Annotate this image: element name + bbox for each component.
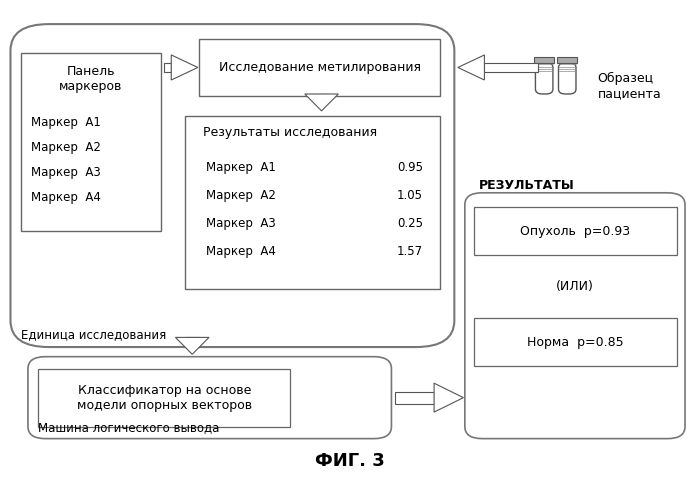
Text: Результаты исследования: Результаты исследования xyxy=(203,126,377,139)
Text: Маркер  А1: Маркер А1 xyxy=(31,116,101,129)
Text: Единица исследования: Единица исследования xyxy=(21,328,166,341)
FancyBboxPatch shape xyxy=(199,39,440,96)
FancyBboxPatch shape xyxy=(28,357,391,439)
FancyBboxPatch shape xyxy=(559,63,576,94)
Text: Машина логического вывода: Машина логического вывода xyxy=(38,421,219,434)
Polygon shape xyxy=(171,55,198,80)
FancyBboxPatch shape xyxy=(10,24,454,347)
Text: Исследование метилирования: Исследование метилирования xyxy=(219,61,421,74)
Text: Маркер  А2: Маркер А2 xyxy=(31,141,101,154)
Polygon shape xyxy=(458,55,484,80)
Text: ФИГ. 3: ФИГ. 3 xyxy=(315,452,384,470)
FancyBboxPatch shape xyxy=(465,193,685,439)
Text: Опухоль  р=0.93: Опухоль р=0.93 xyxy=(520,225,630,238)
Bar xyxy=(484,63,538,72)
FancyBboxPatch shape xyxy=(21,53,161,231)
Text: 1.57: 1.57 xyxy=(397,245,423,258)
Bar xyxy=(395,391,434,404)
Text: Маркер  А1: Маркер А1 xyxy=(206,161,276,174)
Text: 0.25: 0.25 xyxy=(397,217,423,230)
Text: Норма  р=0.85: Норма р=0.85 xyxy=(527,336,624,348)
Bar xyxy=(186,337,199,347)
Text: Маркер  А2: Маркер А2 xyxy=(206,189,276,202)
Text: Маркер  А3: Маркер А3 xyxy=(206,217,276,230)
Bar xyxy=(534,57,554,63)
Text: 0.95: 0.95 xyxy=(397,161,423,174)
Bar xyxy=(164,63,171,72)
Bar xyxy=(557,57,577,63)
Text: Образец
пациента: Образец пациента xyxy=(598,72,661,100)
Text: Панель
маркеров: Панель маркеров xyxy=(59,65,122,93)
Text: (ИЛИ): (ИЛИ) xyxy=(556,281,593,293)
Polygon shape xyxy=(175,337,209,354)
Text: Маркер  А3: Маркер А3 xyxy=(31,166,101,179)
Text: Классификатор на основе
модели опорных векторов: Классификатор на основе модели опорных в… xyxy=(77,384,252,412)
Text: Маркер  А4: Маркер А4 xyxy=(31,191,101,204)
Text: Маркер  А4: Маркер А4 xyxy=(206,245,276,258)
FancyBboxPatch shape xyxy=(474,318,677,366)
Bar xyxy=(315,94,328,96)
FancyBboxPatch shape xyxy=(38,369,290,427)
FancyBboxPatch shape xyxy=(474,207,677,255)
Polygon shape xyxy=(434,383,463,412)
FancyBboxPatch shape xyxy=(185,116,440,289)
Text: 1.05: 1.05 xyxy=(397,189,423,202)
FancyBboxPatch shape xyxy=(535,63,553,94)
Text: РЕЗУЛЬТАТЫ: РЕЗУЛЬТАТЫ xyxy=(479,179,575,192)
Polygon shape xyxy=(305,94,338,111)
